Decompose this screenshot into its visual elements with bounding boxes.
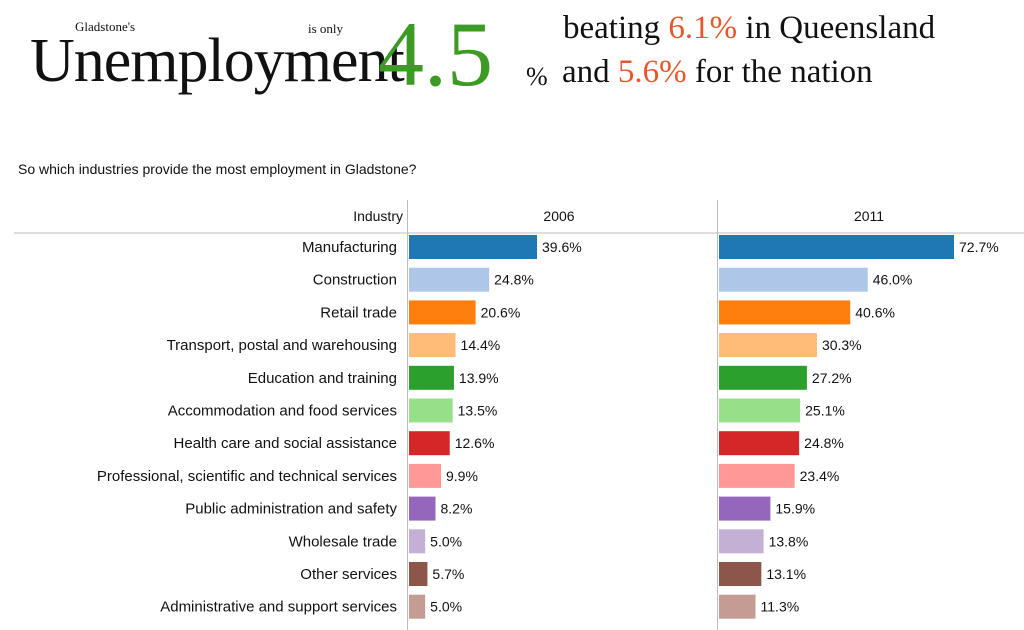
headline-rate: 4.5 <box>378 3 493 105</box>
bar-2006 <box>409 267 490 292</box>
headline-beating: beating <box>563 10 661 46</box>
data-label-2011: 11.3% <box>761 599 800 615</box>
bar-2011 <box>719 562 762 586</box>
bar-2011 <box>719 365 807 390</box>
headline-qld-rate: 6.1% <box>668 10 738 46</box>
headline-is-only: is only <box>308 21 344 36</box>
data-label-2006: 5.7% <box>432 566 464 582</box>
data-label-2006: 13.5% <box>458 403 498 419</box>
headline-line-1: beating 6.1% in Queensland <box>563 12 935 45</box>
data-label-2006: 14.4% <box>461 337 501 353</box>
bar-2006 <box>409 431 450 456</box>
headline-for-nation: for the nation <box>694 54 873 90</box>
bar-2006 <box>409 562 428 586</box>
bar-2006 <box>409 235 538 259</box>
data-label-2011: 40.6% <box>855 304 895 320</box>
category-label: Health care and social assistance <box>174 435 397 452</box>
bar-2011 <box>719 594 756 619</box>
industry-bar-chart: Industry 2006 2011 Manufacturing 39.6% 72.7% C… <box>14 200 1024 630</box>
category-label: Retail trade <box>320 304 397 321</box>
headline-line-2: and 5.6% for the nation <box>562 56 873 89</box>
bar-2006 <box>409 529 426 554</box>
category-label: Other services <box>300 566 397 583</box>
data-label-2011: 46.0% <box>873 272 913 288</box>
series-header-2011: 2011 <box>854 208 884 224</box>
category-header: Industry <box>353 208 403 224</box>
category-label: Construction <box>313 272 397 289</box>
headline-and: and <box>562 54 610 90</box>
headline: Gladstone's is only Unemployment 4.5 % b… <box>0 0 1024 120</box>
bar-2006 <box>409 594 426 619</box>
headline-rate-unit: % <box>526 62 548 91</box>
headline-nation-rate: 5.6% <box>617 54 687 90</box>
data-label-2006: 12.6% <box>455 435 495 451</box>
category-label: Accommodation and food services <box>168 403 397 420</box>
data-label-2011: 13.1% <box>766 566 806 582</box>
data-label-2006: 8.2% <box>441 501 473 517</box>
data-label-2006: 9.9% <box>446 468 478 484</box>
bar-2006 <box>409 300 476 325</box>
category-label: Transport, postal and warehousing <box>167 337 397 354</box>
bar-2006 <box>409 365 454 390</box>
bar-2011 <box>719 496 771 521</box>
bar-2006 <box>409 398 453 423</box>
data-label-2006: 5.0% <box>430 599 462 615</box>
series-header-2006: 2006 <box>543 208 574 224</box>
category-label: Wholesale trade <box>289 533 397 550</box>
bar-2011 <box>719 398 801 423</box>
headline-in-qld: in Queensland <box>745 10 936 46</box>
bar-2006 <box>409 496 436 521</box>
bar-2011 <box>719 267 868 292</box>
data-label-2011: 30.3% <box>822 337 862 353</box>
bar-2006 <box>409 333 456 358</box>
data-label-2011: 24.8% <box>804 435 844 451</box>
data-label-2006: 5.0% <box>430 533 462 549</box>
bar-2011 <box>719 463 795 488</box>
data-label-2011: 13.8% <box>769 533 809 549</box>
bar-2006 <box>409 463 442 488</box>
category-label: Administrative and support services <box>160 599 397 616</box>
data-label-2011: 25.1% <box>805 403 845 419</box>
data-label-2006: 13.9% <box>459 370 499 386</box>
headline-word: Unemployment <box>30 27 405 95</box>
data-label-2006: 39.6% <box>542 239 582 255</box>
bar-2011 <box>719 431 800 456</box>
data-label-2006: 24.8% <box>494 272 534 288</box>
category-label: Education and training <box>248 370 397 387</box>
data-label-2011: 27.2% <box>812 370 852 386</box>
data-label-2011: 23.4% <box>800 468 840 484</box>
bar-2011 <box>719 235 954 259</box>
category-label: Public administration and safety <box>185 501 397 518</box>
bar-2011 <box>719 333 817 358</box>
bar-2011 <box>719 529 764 554</box>
category-label: Professional, scientific and technical s… <box>97 468 397 485</box>
bar-2011 <box>719 300 851 325</box>
chart-question: So which industries provide the most emp… <box>18 161 417 177</box>
data-label-2011: 72.7% <box>959 239 999 255</box>
data-label-2011: 15.9% <box>775 501 815 517</box>
data-label-2006: 20.6% <box>481 304 521 320</box>
headline-place: Gladstone's <box>75 19 136 34</box>
category-label: Manufacturing <box>302 239 397 256</box>
